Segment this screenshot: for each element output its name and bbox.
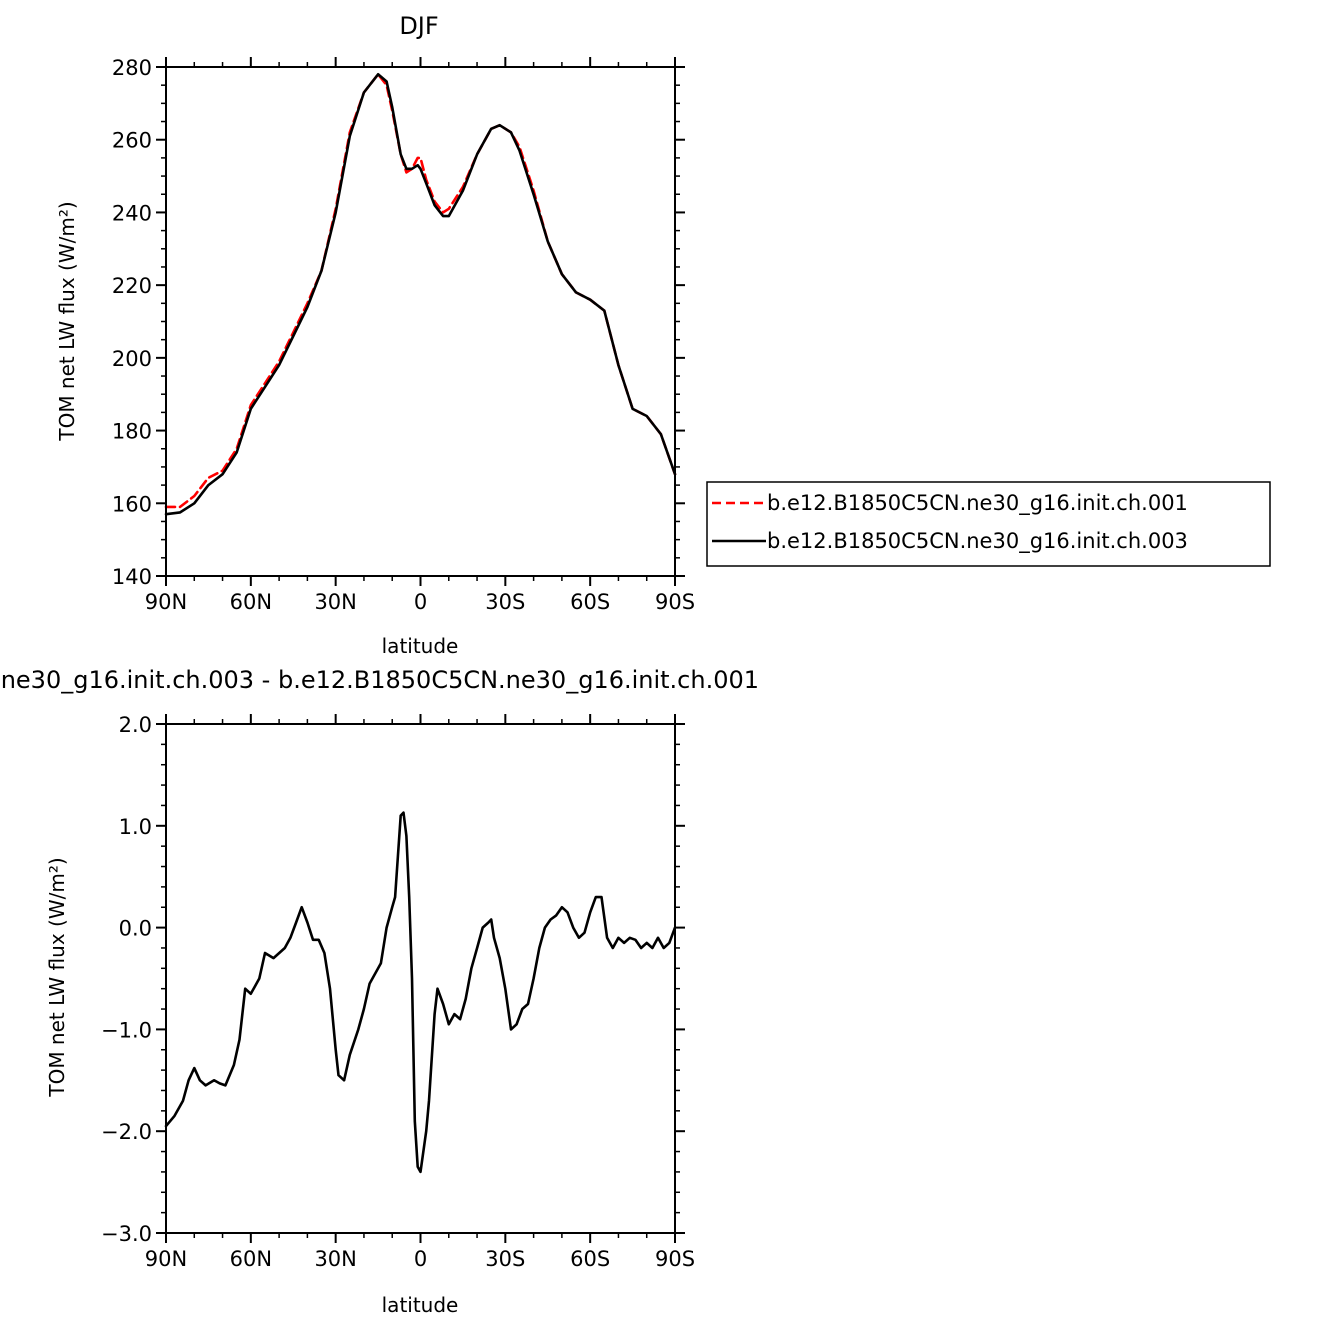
top-x-axis-label: latitude <box>382 634 459 658</box>
top-ticks: 90N 60N 30N 0 30S 60S 90S 140 160 180 200 220 240 260… <box>112 56 695 614</box>
y-tick-label: 280 <box>112 56 152 80</box>
x-tick-label: 60N <box>230 590 272 614</box>
bottom-ticks: 90N 60N 30N 0 30S 60S 90S −3.0 −2.0 −1.0 0.0 1.0 2.0 <box>101 713 695 1271</box>
x-tick-label: 90S <box>655 590 695 614</box>
legend-label-series-1: b.e12.B1850C5CN.ne30_g16.init.ch.001 <box>767 491 1188 516</box>
bottom-chart-title: b.e12.B1850C5CN.ne30_g16.init.ch.003 - b… <box>0 666 759 694</box>
y-tick-label: 0.0 <box>119 917 152 941</box>
x-tick-label: 90S <box>655 1247 695 1271</box>
x-tick-label: 90N <box>145 590 187 614</box>
y-tick-label: −1.0 <box>101 1018 152 1042</box>
bottom-series <box>164 811 677 1174</box>
y-tick-label: −2.0 <box>101 1120 152 1144</box>
y-tick-label: 140 <box>112 565 152 589</box>
y-tick-label: 1.0 <box>119 815 152 839</box>
y-tick-label: 180 <box>112 420 152 444</box>
y-tick-label: 200 <box>112 347 152 371</box>
top-series-line-1 <box>164 73 677 509</box>
x-tick-label: 90N <box>145 1247 187 1271</box>
top-series-line-2 <box>164 73 677 516</box>
top-plot-frame <box>165 66 676 577</box>
y-tick-label: 260 <box>112 129 152 153</box>
bottom-plot-frame <box>165 723 676 1234</box>
legend: b.e12.B1850C5CN.ne30_g16.init.ch.001 b.e… <box>706 481 1271 567</box>
x-tick-label: 60S <box>570 1247 610 1271</box>
x-tick-label: 0 <box>414 590 427 614</box>
y-tick-label: 220 <box>112 274 152 298</box>
bottom-series-line-1 <box>164 811 677 1174</box>
legend-label-series-2: b.e12.B1850C5CN.ne30_g16.init.ch.003 <box>767 529 1188 554</box>
bottom-y-axis-label: TOM net LW flux (W/m²) <box>45 857 69 1097</box>
y-tick-label: 2.0 <box>119 713 152 737</box>
top-chart-title: DJF <box>399 12 438 40</box>
bottom-x-axis-label: latitude <box>382 1293 459 1317</box>
x-tick-label: 0 <box>414 1247 427 1271</box>
x-tick-label: 30N <box>314 590 356 614</box>
y-tick-label: −3.0 <box>101 1222 152 1246</box>
x-tick-label: 30S <box>485 590 525 614</box>
top-y-axis-label: TOM net LW flux (W/m²) <box>55 201 79 441</box>
top-series <box>164 73 677 516</box>
y-tick-label: 160 <box>112 492 152 516</box>
x-tick-label: 60S <box>570 590 610 614</box>
x-tick-label: 30S <box>485 1247 525 1271</box>
x-tick-label: 60N <box>230 1247 272 1271</box>
y-tick-label: 240 <box>112 201 152 225</box>
legend-box <box>706 481 1271 567</box>
x-tick-label: 30N <box>314 1247 356 1271</box>
